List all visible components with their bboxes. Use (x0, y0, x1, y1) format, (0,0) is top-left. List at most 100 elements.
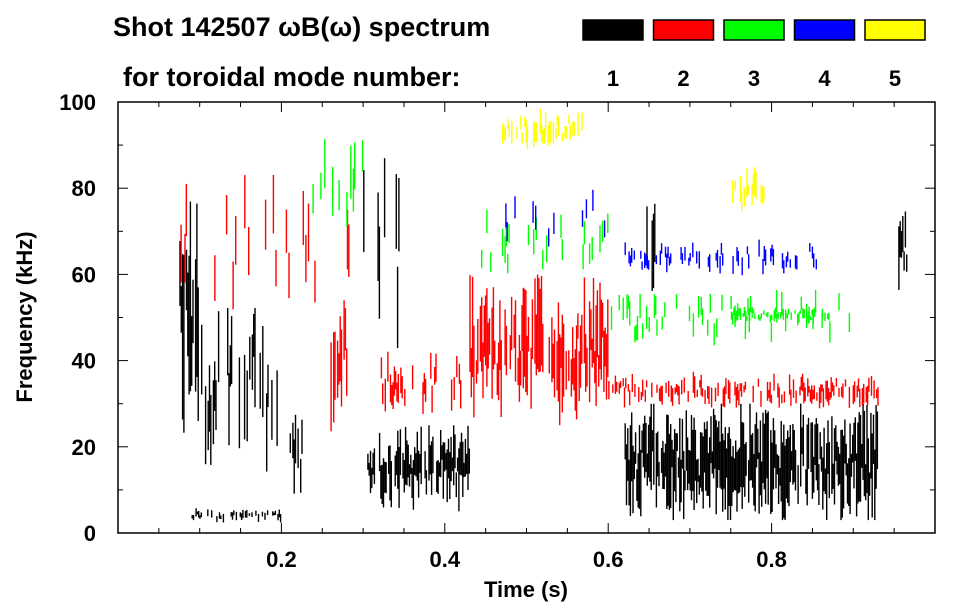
spectrum-streak-mode-3 (774, 307, 777, 319)
spectrum-streak-mode-1 (750, 434, 752, 481)
spectrum-streak-mode-3 (361, 140, 364, 172)
spectrum-streak-mode-3 (709, 293, 711, 313)
spectrum-streak-mode-3 (811, 310, 813, 315)
spectrum-streak-mode-3 (601, 220, 604, 242)
spectrum-streak-mode-2 (625, 377, 627, 389)
spectrum-streak-mode-2 (404, 388, 406, 406)
spectrum-streak-mode-1 (900, 231, 903, 258)
spectrum-streak-mode-3 (803, 309, 805, 319)
spectrum-streak-mode-3 (777, 312, 779, 319)
spectrum-streak-mode-1 (394, 455, 396, 487)
spectrum-streak-mode-1 (301, 419, 303, 454)
spectrum-streak-mode-2 (833, 385, 835, 396)
spectrum-streak-mode-4 (771, 244, 773, 257)
spectrum-streak-mode-2 (631, 374, 633, 393)
y-tick-label: 40 (72, 349, 96, 374)
spectrum-streak-mode-5 (743, 187, 745, 207)
spectrum-streak-mode-1 (415, 453, 417, 477)
spectrum-streak-mode-1 (378, 432, 381, 472)
spectrum-streak-mode-5 (541, 124, 543, 142)
spectrum-streak-mode-4 (698, 251, 700, 269)
spectrum-streak-mode-2 (788, 374, 791, 395)
spectrum-streak-mode-1 (671, 439, 673, 468)
spectrum-streak-mode-3 (744, 322, 747, 339)
spectrum-streak-mode-2 (783, 391, 786, 403)
spectrum-streak-mode-2 (634, 383, 636, 397)
spectrum-streak-mode-1 (266, 510, 269, 516)
spectrum-streak-mode-2 (692, 371, 695, 393)
spectrum-streak-mode-2 (596, 290, 599, 358)
spectrum-streak-mode-4 (722, 253, 724, 266)
spectrum-streak-mode-1 (672, 449, 674, 521)
spectrum-streak-mode-2 (590, 309, 592, 350)
spectrum-streak-mode-1 (757, 428, 759, 460)
spectrum-streak-mode-2 (853, 381, 856, 402)
legend-swatch-mode-1 (582, 19, 644, 41)
spectrum-streak-mode-1 (274, 510, 277, 515)
spectrum-streak-mode-1 (230, 316, 233, 385)
spectrum-streak-mode-2 (790, 389, 792, 406)
spectrum-streak-mode-1 (636, 469, 638, 501)
spectrum-streak-mode-2 (560, 337, 562, 368)
spectrum-streak-mode-1 (248, 513, 251, 516)
spectrum-streak-mode-2 (531, 299, 534, 359)
spectrum-streak-mode-5 (557, 116, 560, 136)
spectrum-streak-mode-1 (293, 439, 295, 494)
spectrum-streak-mode-3 (701, 308, 704, 326)
spectrum-streak-mode-2 (675, 383, 678, 393)
spectrum-streak-mode-2 (687, 391, 689, 402)
spectrum-streak-mode-1 (445, 453, 447, 470)
spectrum-streak-mode-5 (542, 129, 544, 145)
spectrum-streak-mode-3 (730, 295, 732, 309)
spectrum-streak-mode-2 (644, 389, 646, 402)
spectrum-streak-mode-1 (706, 421, 708, 496)
spectrum-streak-mode-1 (677, 457, 680, 478)
spectrum-streak-mode-4 (796, 255, 798, 270)
spectrum-streak-mode-1 (666, 414, 668, 509)
y-axis-label: Frequency (kHz) (12, 231, 37, 402)
spectrum-streak-mode-2 (831, 382, 834, 392)
spectrum-streak-mode-2 (800, 376, 802, 391)
spectrum-streak-mode-1 (680, 459, 682, 503)
spectrum-streak-mode-4 (514, 196, 516, 219)
spectrum-streak-mode-1 (227, 308, 229, 376)
spectrum-streak-mode-1 (660, 448, 663, 473)
spectrum-streak-mode-3 (527, 225, 530, 246)
spectrum-streak-mode-5 (550, 121, 552, 143)
spectrum-streak-mode-2 (717, 382, 719, 396)
spectrum-streak-mode-1 (259, 352, 261, 409)
spectrum-streak-mode-3 (775, 290, 778, 313)
spectrum-streak-mode-1 (231, 512, 234, 520)
spectrum-streak-mode-2 (536, 274, 539, 370)
spectrum-streak-mode-1 (858, 412, 860, 502)
spectrum-streak-mode-1 (419, 453, 421, 473)
spectrum-streak-mode-1 (898, 226, 900, 290)
spectrum-streak-mode-1 (430, 441, 433, 495)
spectrum-streak-mode-3 (790, 312, 792, 320)
spectrum-streak-mode-3 (826, 313, 829, 320)
spectrum-streak-mode-2 (827, 388, 830, 406)
spectrum-streak-mode-1 (720, 403, 723, 490)
spectrum-streak-mode-1 (822, 457, 824, 510)
spectrum-streak-mode-2 (184, 233, 186, 283)
spectrum-streak-mode-2 (694, 376, 696, 398)
spectrum-streak-mode-2 (678, 386, 680, 405)
spectrum-streak-mode-3 (610, 306, 613, 330)
spectrum-streak-mode-1 (185, 249, 188, 311)
spectrum-streak-mode-4 (770, 248, 772, 262)
spectrum-streak-mode-1 (777, 455, 780, 505)
spectrum-streak-mode-2 (538, 278, 540, 373)
spectrum-streak-mode-2 (696, 389, 698, 397)
spectrum-streak-mode-1 (764, 409, 767, 504)
spectrum-streak-mode-3 (760, 313, 762, 319)
spectrum-streak-mode-1 (781, 442, 784, 521)
spectrum-streak-mode-1 (429, 445, 431, 475)
legend: 1 2 3 4 5 (582, 19, 926, 91)
spectrum-streak-mode-2 (752, 385, 754, 403)
spectrum-streak-mode-3 (746, 316, 748, 321)
spectrum-streak-mode-1 (442, 442, 444, 499)
spectrum-streak-mode-3 (812, 313, 814, 325)
spectrum-streak-mode-2 (607, 299, 609, 378)
spectrum-streak-mode-1 (744, 444, 746, 497)
spectrum-streak-mode-1 (211, 510, 213, 518)
